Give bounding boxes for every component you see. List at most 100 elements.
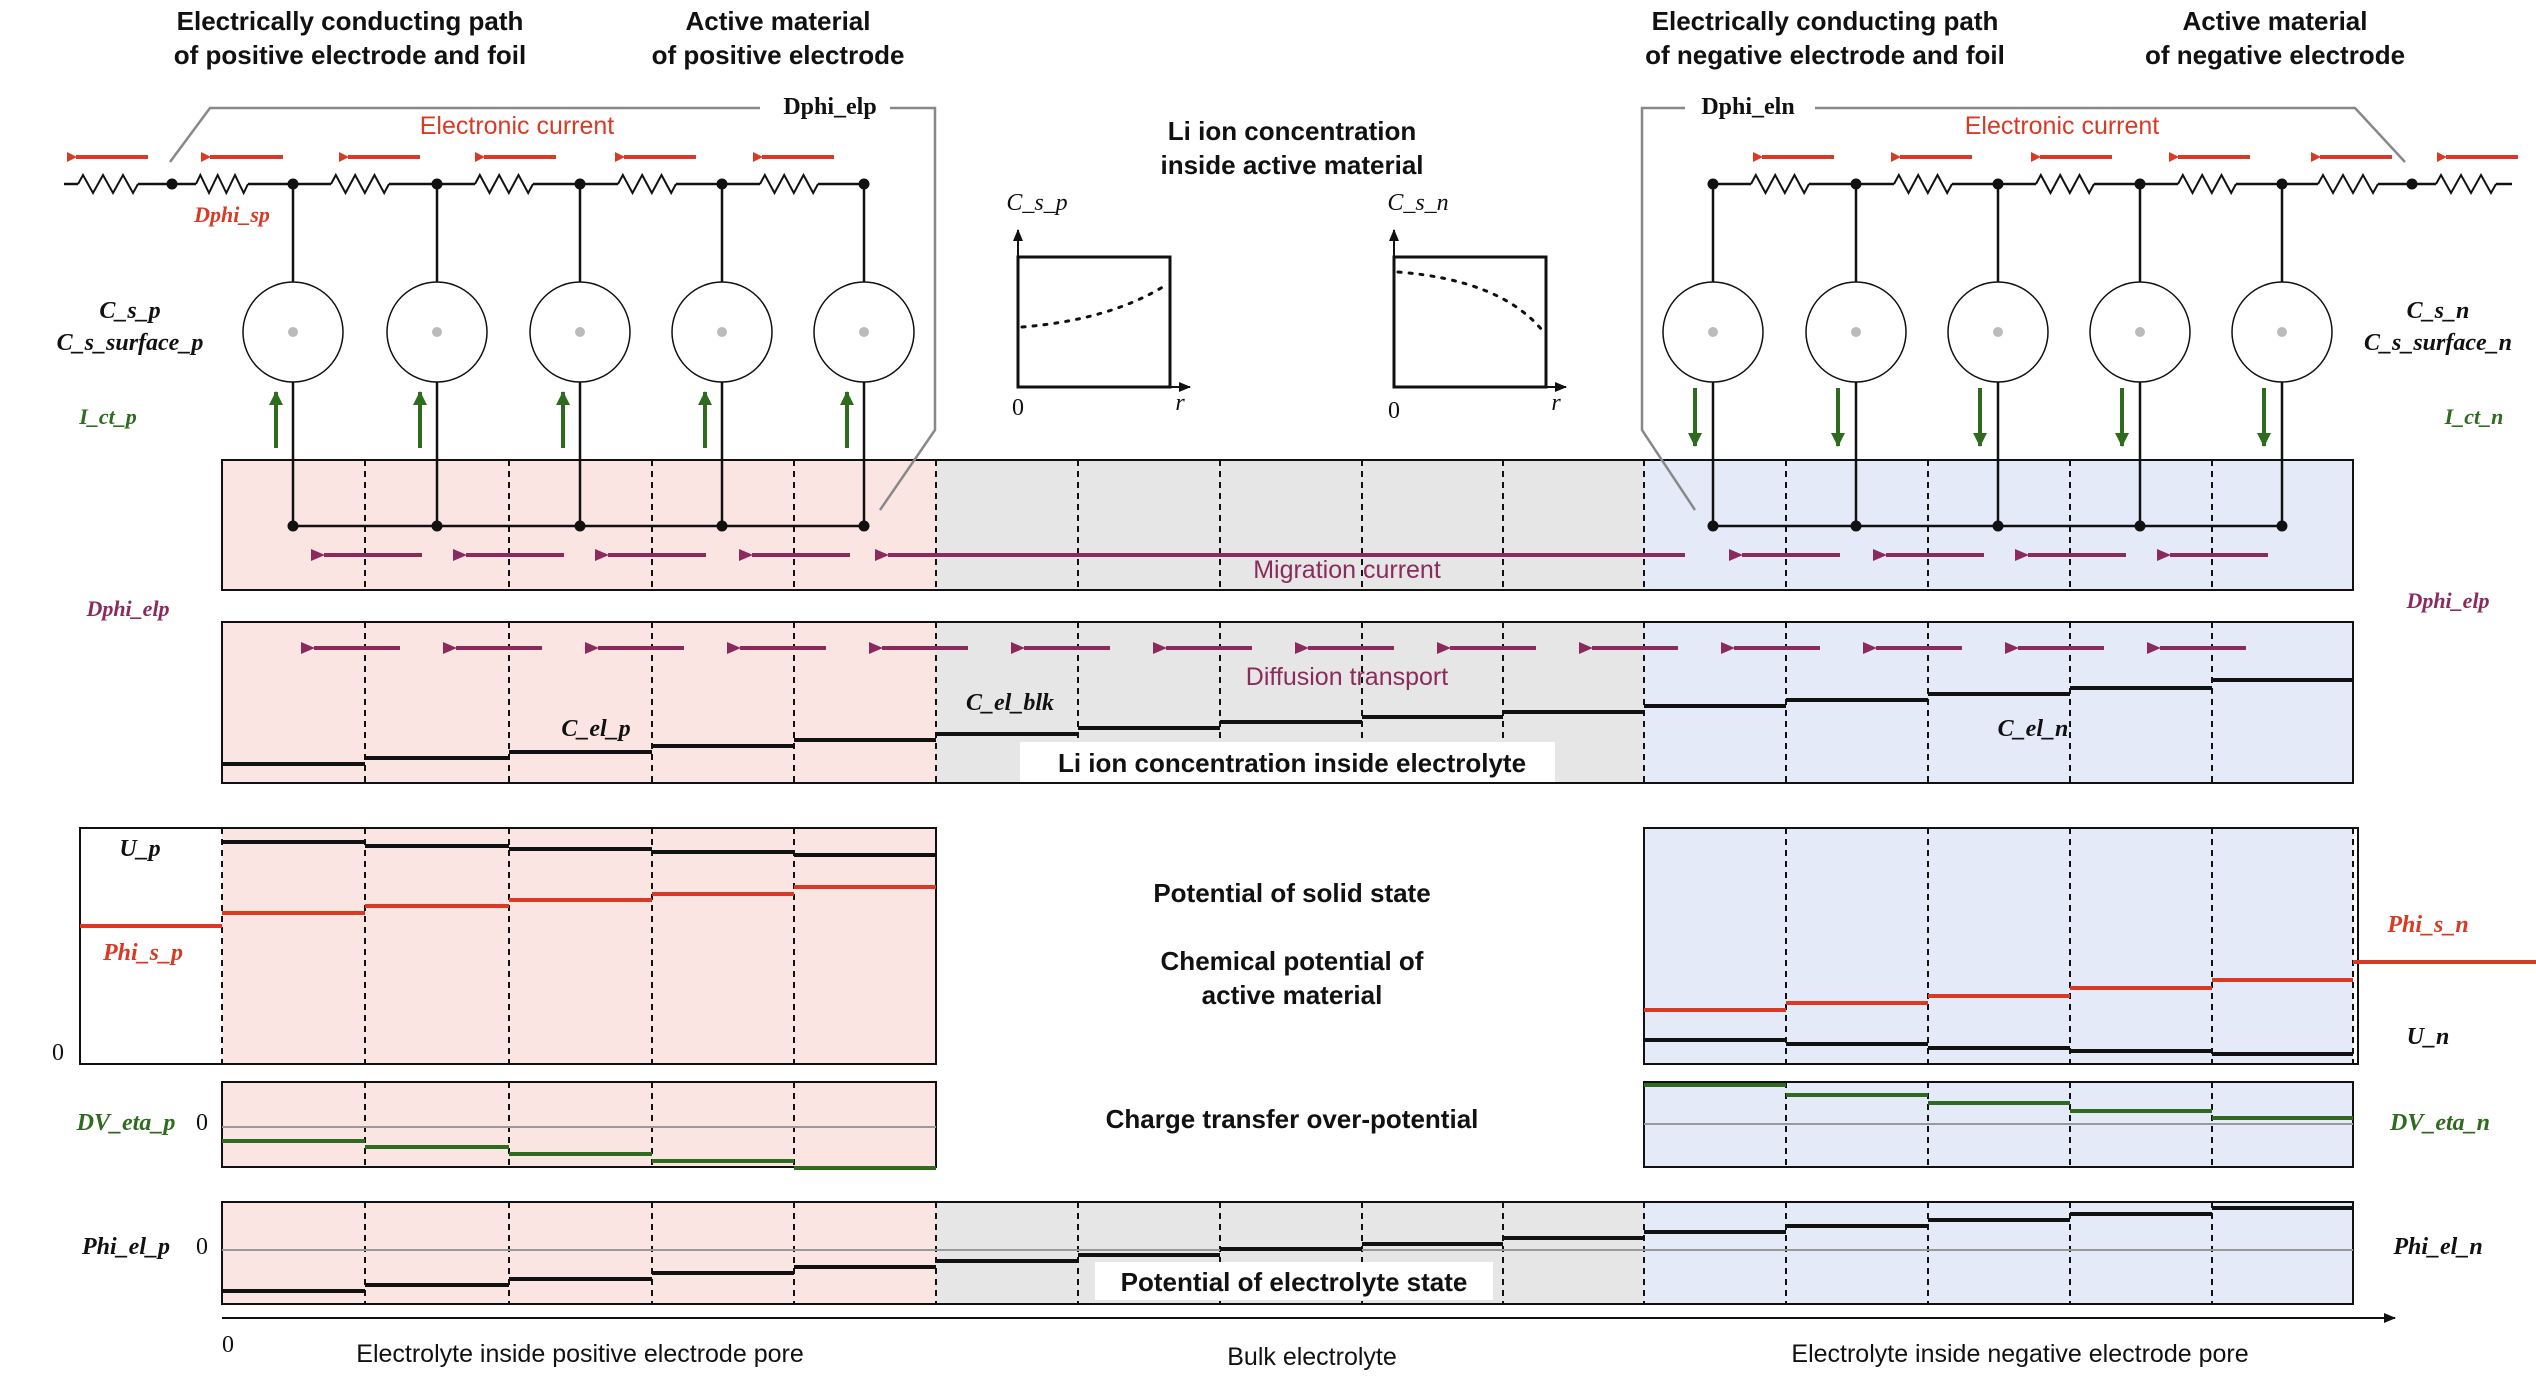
circuit — [64, 172, 2512, 532]
label-phi-s-p: Phi_s_p — [102, 940, 183, 966]
label-chem-potential-line2: active material — [1202, 980, 1383, 1010]
label-dv-eta-n: DV_eta_n — [2389, 1110, 2490, 1136]
label-cs-n: C_s_n — [2407, 298, 2470, 324]
resistor — [759, 172, 819, 196]
junction-dot — [1707, 178, 1719, 190]
particle-center — [575, 327, 585, 337]
inset-plot-cs-n: C_s_n 0 r — [1387, 190, 1567, 424]
label-diffusion-transport: Diffusion transport — [1246, 663, 1448, 691]
particle-center — [1851, 327, 1861, 337]
label-dphi-sp: Dphi_sp — [193, 202, 270, 227]
particle-center — [717, 327, 727, 337]
label-migration-current: Migration current — [1253, 556, 1441, 584]
label-region-pos: Electrolyte inside positive electrode po… — [356, 1340, 803, 1368]
label-potential-solid: Potential of solid state — [1153, 878, 1430, 908]
arrows — [67, 152, 2518, 654]
inset-p-title: C_s_p — [1006, 190, 1067, 216]
junction-dot — [287, 178, 299, 190]
label-zero-phi-el: 0 — [196, 1234, 208, 1260]
label-c-el-p: C_el_p — [561, 716, 630, 742]
label-dphi-elp-left: Dphi_elp — [85, 596, 169, 621]
label-electronic-current-pos: Electronic current — [420, 112, 615, 140]
label-u-p: U_p — [119, 836, 160, 862]
resistor — [2317, 172, 2379, 196]
bracket-neg-path — [1815, 106, 2406, 163]
header-neg-path-line2: of negative electrode and foil — [1645, 40, 2005, 70]
resistor — [77, 172, 139, 196]
junction-dot — [2134, 178, 2146, 190]
junction-dot — [166, 178, 178, 190]
label-cs-surface-p: C_s_surface_p — [57, 330, 204, 356]
label-dphi-elp-top: Dphi_elp — [783, 94, 876, 120]
header-pos-path-line2: of positive electrode and foil — [174, 40, 527, 70]
junction-dot — [2276, 178, 2288, 190]
junction-dot — [2406, 178, 2418, 190]
label-charge-transfer: Charge transfer over-potential — [1106, 1104, 1479, 1134]
label-phi-s-n: Phi_s_n — [2386, 912, 2468, 938]
particle-center — [2277, 327, 2287, 337]
junction-dot — [858, 178, 870, 190]
header-neg-active-line1: Active material — [2183, 6, 2368, 36]
junction-dot — [1992, 178, 2004, 190]
inset-n-zero: 0 — [1388, 398, 1400, 424]
resistor — [2435, 172, 2497, 196]
label-u-n: U_n — [2407, 1024, 2450, 1050]
junction-dot — [1850, 178, 1862, 190]
label-phi-el-p: Phi_el_p — [81, 1234, 170, 1260]
label-chem-potential-line1: Chemical potential of — [1161, 946, 1424, 976]
inset-plot-cs-p: C_s_p 0 r — [1006, 190, 1191, 421]
bracket-neg-path-left — [1640, 106, 1697, 511]
header-pos-active-line2: of positive electrode — [652, 40, 905, 70]
resistor — [1893, 172, 1953, 196]
inset-p-zero: 0 — [1012, 395, 1024, 421]
header-neg-path-line1: Electrically conducting path — [1652, 6, 1999, 36]
label-zero-eta: 0 — [196, 1110, 208, 1136]
junction-dot — [431, 178, 443, 190]
resistor — [617, 172, 677, 196]
label-dphi-eln-top: Dphi_eln — [1701, 94, 1794, 120]
particle-center — [288, 327, 298, 337]
label-region-bulk: Bulk electrolyte — [1227, 1343, 1397, 1371]
bracket-pos-path-right — [878, 106, 937, 511]
particle-center — [2135, 327, 2145, 337]
header-neg-active-line2: of negative electrode — [2145, 40, 2405, 70]
inset-n-title: C_s_n — [1387, 190, 1448, 216]
label-li-conc-electrolyte: Li ion concentration inside electrolyte — [1058, 748, 1526, 778]
particle-center — [1993, 327, 2003, 337]
label-electronic-current-neg: Electronic current — [1965, 112, 2160, 140]
header-pos-path-line1: Electrically conducting path — [177, 6, 524, 36]
label-dv-eta-p: DV_eta_p — [76, 1110, 176, 1136]
resistor — [330, 172, 390, 196]
label-region-neg: Electrolyte inside negative electrode po… — [1791, 1340, 2248, 1368]
label-zero-solid: 0 — [52, 1040, 64, 1066]
axis-zero: 0 — [222, 1332, 234, 1358]
resistor — [2035, 172, 2095, 196]
label-li-conc-active-line1: Li ion concentration — [1168, 116, 1416, 146]
resistor — [1750, 172, 1810, 196]
resistor — [195, 172, 249, 196]
label-li-conc-active-line2: inside active material — [1160, 150, 1423, 180]
inset-p-r: r — [1175, 390, 1185, 416]
label-phi-el-n: Phi_el_n — [2392, 1234, 2482, 1260]
step-profiles — [80, 678, 2536, 1293]
label-potential-electrolyte: Potential of electrolyte state — [1121, 1267, 1468, 1297]
label-ict-n: I_ct_n — [2444, 404, 2504, 429]
label-c-el-blk: C_el_blk — [966, 690, 1054, 716]
label-ict-p: I_ct_p — [78, 404, 136, 429]
solid-potential-panel-negative — [1643, 827, 2359, 1065]
junction-dot — [574, 178, 586, 190]
header-pos-active-line1: Active material — [686, 6, 871, 36]
resistor — [474, 172, 534, 196]
label-dphi-elp-right: Dphi_elp — [2405, 588, 2489, 613]
bracket-pos-path — [168, 106, 760, 163]
particle-center — [859, 327, 869, 337]
particle-center — [1708, 327, 1718, 337]
particle-center — [432, 327, 442, 337]
label-cs-p: C_s_p — [99, 298, 160, 324]
label-c-el-n: C_el_n — [1998, 716, 2069, 742]
electrolyte-potential-panel — [221, 1201, 2354, 1305]
inset-n-r: r — [1551, 390, 1561, 416]
junction-dot — [716, 178, 728, 190]
resistor — [2177, 172, 2237, 196]
